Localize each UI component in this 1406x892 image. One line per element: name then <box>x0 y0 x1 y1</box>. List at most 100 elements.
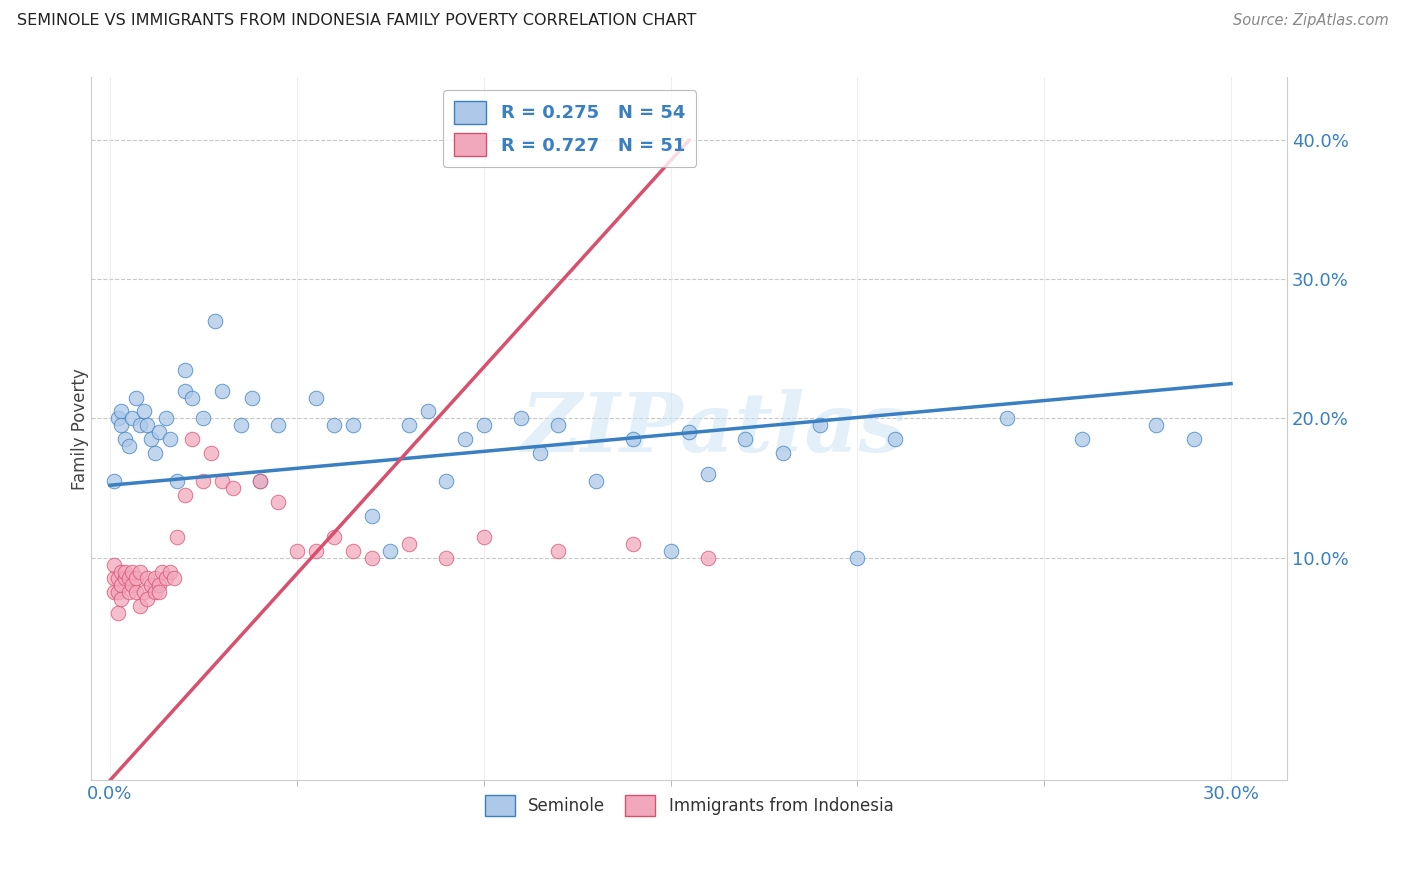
Point <box>103 572 125 586</box>
Point <box>107 572 129 586</box>
Text: ZIPatlas: ZIPatlas <box>520 389 905 469</box>
Point <box>110 565 132 579</box>
Point <box>132 404 155 418</box>
Point <box>159 432 181 446</box>
Point <box>529 446 551 460</box>
Point <box>1182 432 1205 446</box>
Point <box>304 543 326 558</box>
Point <box>249 474 271 488</box>
Point <box>103 474 125 488</box>
Point <box>204 314 226 328</box>
Point <box>229 418 252 433</box>
Point <box>1070 432 1092 446</box>
Point <box>734 432 756 446</box>
Point <box>222 481 245 495</box>
Point <box>678 425 700 440</box>
Point <box>342 543 364 558</box>
Point <box>139 578 162 592</box>
Point <box>107 585 129 599</box>
Point <box>240 391 263 405</box>
Point <box>200 446 222 460</box>
Point <box>166 474 188 488</box>
Point <box>181 391 204 405</box>
Point <box>772 446 794 460</box>
Point <box>454 432 477 446</box>
Point <box>143 585 166 599</box>
Point <box>129 418 152 433</box>
Point <box>360 508 382 523</box>
Point <box>995 411 1018 425</box>
Point <box>398 537 420 551</box>
Point <box>159 565 181 579</box>
Point <box>148 585 170 599</box>
Point <box>155 411 177 425</box>
Point <box>110 418 132 433</box>
Point <box>585 474 607 488</box>
Point <box>162 572 184 586</box>
Point <box>166 530 188 544</box>
Point <box>114 572 136 586</box>
Point <box>173 362 195 376</box>
Point <box>148 425 170 440</box>
Point <box>380 543 402 558</box>
Point <box>360 550 382 565</box>
Point <box>267 418 290 433</box>
Point <box>136 592 159 607</box>
Point <box>472 418 495 433</box>
Y-axis label: Family Poverty: Family Poverty <box>72 368 89 490</box>
Point <box>136 572 159 586</box>
Point <box>173 488 195 502</box>
Point <box>125 391 148 405</box>
Point <box>121 565 143 579</box>
Point <box>621 432 644 446</box>
Point <box>267 495 290 509</box>
Point <box>143 572 166 586</box>
Point <box>136 418 159 433</box>
Point <box>285 543 308 558</box>
Point <box>1144 418 1167 433</box>
Point <box>808 418 831 433</box>
Point <box>249 474 271 488</box>
Point <box>193 411 215 425</box>
Point <box>547 418 569 433</box>
Point <box>125 585 148 599</box>
Point <box>110 592 132 607</box>
Point <box>110 578 132 592</box>
Point <box>211 474 233 488</box>
Point <box>547 543 569 558</box>
Point <box>696 550 718 565</box>
Text: Source: ZipAtlas.com: Source: ZipAtlas.com <box>1233 13 1389 29</box>
Point <box>129 599 152 614</box>
Point <box>114 432 136 446</box>
Point <box>434 550 457 565</box>
Point <box>193 474 215 488</box>
Point <box>304 391 326 405</box>
Point <box>211 384 233 398</box>
Point <box>883 432 905 446</box>
Point <box>125 572 148 586</box>
Point <box>129 565 152 579</box>
Point <box>323 418 346 433</box>
Point <box>118 439 141 453</box>
Point <box>342 418 364 433</box>
Point <box>846 550 869 565</box>
Point <box>143 446 166 460</box>
Point <box>181 432 204 446</box>
Point <box>155 572 177 586</box>
Point <box>118 572 141 586</box>
Point <box>103 558 125 572</box>
Point <box>510 411 533 425</box>
Point <box>110 404 132 418</box>
Point <box>472 530 495 544</box>
Point <box>103 585 125 599</box>
Point <box>121 411 143 425</box>
Point <box>696 467 718 482</box>
Point <box>107 607 129 621</box>
Point <box>132 585 155 599</box>
Point <box>148 578 170 592</box>
Point <box>121 578 143 592</box>
Legend: Seminole, Immigrants from Indonesia: Seminole, Immigrants from Indonesia <box>477 787 901 825</box>
Point <box>659 543 682 558</box>
Point <box>107 411 129 425</box>
Text: SEMINOLE VS IMMIGRANTS FROM INDONESIA FAMILY POVERTY CORRELATION CHART: SEMINOLE VS IMMIGRANTS FROM INDONESIA FA… <box>17 13 696 29</box>
